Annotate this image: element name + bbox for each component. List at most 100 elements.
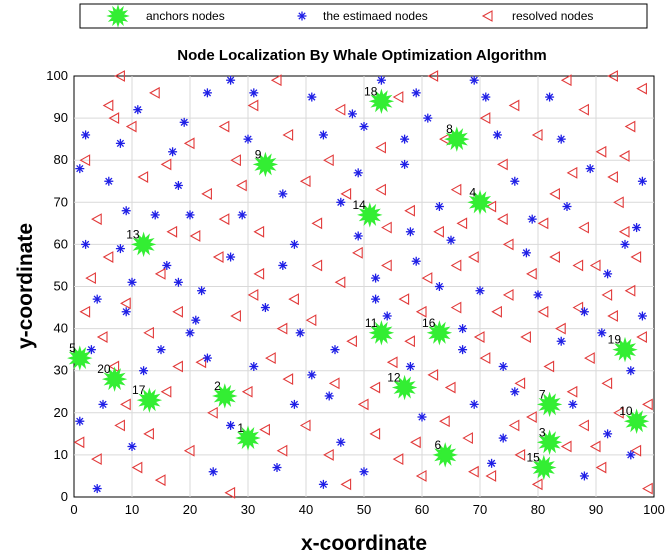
resolved-node	[589, 440, 601, 453]
anchor-node	[67, 345, 93, 371]
resolved-node	[91, 453, 102, 466]
resolved-node	[195, 356, 207, 369]
anchor-label: 18	[364, 84, 378, 98]
resolved-node	[630, 251, 642, 263]
estimated-node	[400, 134, 410, 144]
anchor-label: 6	[435, 438, 442, 452]
resolved-node	[526, 267, 537, 280]
resolved-node	[381, 259, 392, 272]
x-axis-label: x-coordinate	[301, 532, 427, 555]
estimated-node	[260, 303, 270, 313]
estimated-node	[81, 130, 91, 140]
estimated-node	[382, 311, 392, 321]
estimated-node	[75, 164, 85, 174]
anchor-node	[612, 336, 638, 363]
estimated-node	[400, 159, 410, 169]
resolved-node	[230, 154, 241, 167]
resolved-node	[183, 137, 195, 150]
estimated-node	[92, 294, 102, 304]
series-resolved	[73, 70, 653, 499]
estimated-node	[307, 92, 317, 102]
series-anchors	[67, 88, 650, 481]
resolved-node	[154, 267, 166, 280]
estimated-node	[637, 311, 647, 321]
resolved-node	[172, 305, 183, 318]
anchor-label: 14	[352, 198, 366, 212]
resolved-node	[572, 301, 584, 314]
resolved-node	[114, 70, 125, 82]
resolved-node	[114, 419, 125, 432]
resolved-node	[73, 436, 85, 449]
anchor-node	[536, 429, 563, 455]
resolved-node	[502, 238, 514, 251]
resolved-node	[270, 74, 282, 87]
series-estimated	[75, 75, 647, 494]
estimated-node	[226, 420, 236, 430]
resolved-node	[265, 352, 276, 365]
resolved-node	[415, 470, 427, 482]
estimated-node	[226, 75, 236, 85]
estimated-node	[156, 345, 166, 355]
estimated-node	[371, 294, 381, 304]
anchor-node	[467, 189, 493, 216]
estimated-node	[318, 130, 328, 140]
resolved-node	[224, 486, 236, 499]
legend: anchors nodes the estimaed nodes resolve…	[79, 3, 648, 29]
estimated-marker-legend	[297, 11, 307, 21]
resolved-node	[497, 213, 508, 226]
resolved-node	[566, 166, 578, 179]
anchor-node	[235, 425, 261, 451]
estimated-node	[411, 88, 421, 98]
resolved-node	[560, 74, 572, 87]
estimated-node	[127, 277, 137, 287]
resolved-node	[102, 99, 114, 112]
anchor-node	[368, 88, 395, 114]
resolved-node	[410, 436, 421, 449]
estimated-node	[510, 176, 520, 186]
estimated-node	[603, 269, 613, 279]
resolved-node	[607, 70, 618, 82]
estimated-node	[487, 458, 497, 468]
resolved-node	[473, 331, 485, 343]
resolved-node	[276, 322, 288, 335]
resolved-node	[508, 99, 520, 112]
estimated-node	[115, 244, 125, 254]
resolved-node	[79, 305, 91, 318]
estimated-node	[278, 189, 288, 199]
resolved-node	[392, 453, 404, 466]
estimated-node	[173, 277, 183, 287]
estimated-node	[98, 399, 108, 409]
estimated-node	[458, 324, 468, 334]
anchor-label: 19	[608, 333, 622, 347]
resolved-node	[79, 154, 91, 167]
resolved-node	[375, 141, 386, 154]
resolved-node	[381, 221, 392, 234]
resolved-node	[578, 419, 589, 432]
resolved-node	[450, 301, 462, 314]
resolved-node	[549, 251, 560, 263]
estimated-node	[545, 92, 555, 102]
resolved-node	[636, 331, 647, 343]
resolved-node	[491, 305, 502, 318]
estimated-node	[637, 176, 647, 186]
estimated-node	[434, 202, 444, 212]
resolved-node	[131, 461, 143, 474]
estimated-node	[597, 328, 607, 338]
resolved-node	[514, 448, 526, 461]
estimated-node	[249, 361, 259, 371]
anchor-label: 8	[446, 122, 453, 136]
resolved-node	[346, 335, 357, 348]
resolved-node	[311, 259, 323, 272]
anchor-label: 5	[69, 341, 76, 355]
estimated-node	[579, 307, 589, 317]
resolved-node	[607, 171, 618, 183]
estimated-node	[226, 252, 236, 262]
resolved-node	[601, 288, 613, 301]
resolved-node	[618, 150, 630, 162]
estimated-node	[371, 273, 381, 283]
estimated-node	[417, 412, 427, 422]
resolved-node	[462, 432, 473, 444]
estimated-node	[353, 168, 363, 178]
anchor-node	[252, 151, 279, 178]
